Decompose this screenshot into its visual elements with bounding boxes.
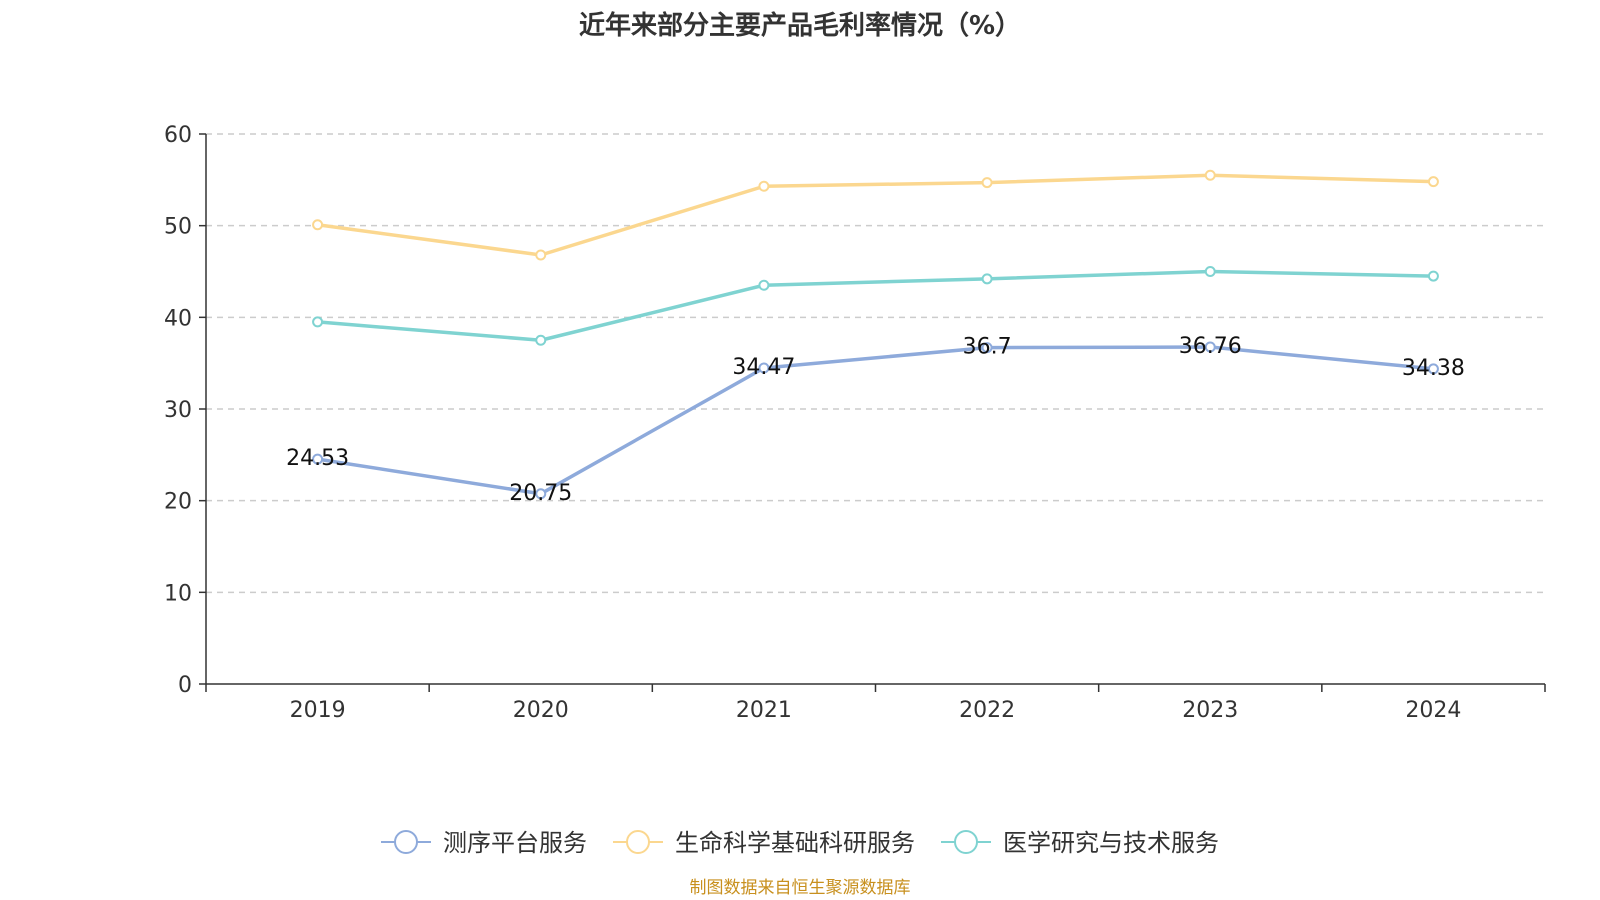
legend-label: 测序平台服务: [443, 829, 587, 857]
data-point[interactable]: [758, 362, 770, 374]
data-point[interactable]: [981, 177, 993, 189]
data-point[interactable]: [1204, 169, 1216, 181]
legend-marker-icon: [394, 830, 418, 854]
axes: 0 10 20 30 40 50 60 2019 2020 2021 2022 2023 2024: [164, 123, 1546, 723]
series-line-1: [317, 345, 1434, 496]
data-point[interactable]: [1427, 363, 1439, 375]
data-point[interactable]: [1204, 266, 1216, 277]
data-label: 34.38: [1402, 356, 1465, 381]
source-note: 制图数据来自恒生聚源数据库: [690, 878, 911, 898]
data-point[interactable]: [758, 279, 770, 291]
x-tick-label: 2023: [1182, 698, 1238, 723]
data-point[interactable]: [535, 249, 547, 261]
legend-label: 医学研究与技术服务: [1003, 829, 1219, 857]
data-point[interactable]: [312, 453, 324, 465]
x-tick-label: 2022: [959, 698, 1015, 723]
y-tick-label: 10: [164, 581, 192, 606]
data-point[interactable]: [1427, 176, 1439, 188]
data-label: 20.75: [509, 481, 572, 506]
series-line-2: [317, 173, 1434, 257]
x-tick-label: 2024: [1405, 698, 1461, 723]
data-point[interactable]: [1427, 270, 1439, 282]
data-point[interactable]: [981, 273, 993, 285]
legend-marker-icon: [626, 830, 650, 854]
data-point[interactable]: [312, 316, 324, 328]
grid-lines: [206, 133, 1545, 594]
data-point[interactable]: [312, 219, 324, 231]
legend-item-2[interactable]: 生命科学基础科研服务: [613, 829, 915, 857]
data-point[interactable]: [981, 342, 993, 354]
chart-title: 近年来部分主要产品毛利率情况（%）: [579, 10, 1021, 41]
legend-item-1[interactable]: 测序平台服务: [381, 829, 587, 857]
data-label: 36.76: [1179, 334, 1242, 359]
x-tick-label: 2020: [513, 698, 569, 723]
data-point[interactable]: [758, 180, 770, 192]
series-line-3: [317, 269, 1434, 342]
y-tick-label: 50: [164, 215, 192, 240]
data-point[interactable]: [535, 334, 547, 346]
y-tick-label: 40: [164, 306, 192, 331]
x-tick-label: 2021: [736, 698, 792, 723]
data-labels: 24.53 20.75 34.47 36.7 36.76 34.38: [286, 334, 1465, 506]
data-label: 34.47: [732, 355, 795, 380]
y-tick-label: 0: [178, 673, 192, 698]
data-point[interactable]: [1204, 341, 1216, 353]
data-label: 24.53: [286, 446, 349, 471]
y-tick-label: 60: [164, 123, 192, 148]
legend-label: 生命科学基础科研服务: [675, 829, 915, 857]
y-tick-label: 30: [164, 398, 192, 423]
y-tick-label: 20: [164, 490, 192, 515]
legend-marker-icon: [954, 830, 978, 854]
legend[interactable]: 测序平台服务 生命科学基础科研服务 医学研究与技术服务: [381, 829, 1219, 857]
x-tick-label: 2019: [290, 698, 346, 723]
legend-item-3[interactable]: 医学研究与技术服务: [941, 829, 1219, 857]
data-point[interactable]: [535, 488, 547, 500]
data-label: 36.7: [963, 335, 1012, 360]
plot-area: [312, 169, 1439, 500]
